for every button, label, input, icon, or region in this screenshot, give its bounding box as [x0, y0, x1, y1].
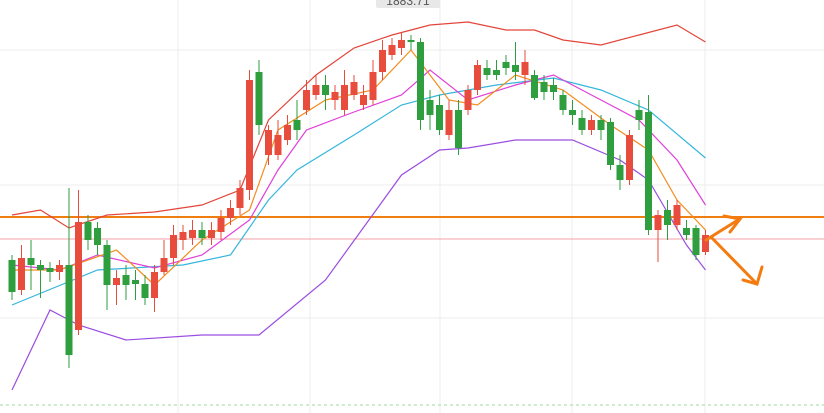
candle-body: [616, 165, 624, 180]
candle-body: [113, 278, 120, 285]
candle-body: [540, 82, 548, 92]
candle-body: [702, 235, 709, 252]
candle-body: [303, 90, 310, 110]
candle-body: [84, 222, 92, 240]
candle-body: [341, 85, 348, 110]
candle-body: [502, 62, 510, 68]
price-label: 1883.71: [386, 0, 430, 8]
candle-body: [654, 215, 662, 230]
candle-body: [559, 95, 567, 110]
candle-body: [151, 272, 158, 298]
candle-body: [227, 208, 234, 218]
candle-body: [8, 260, 16, 292]
candle-body: [18, 258, 25, 290]
candle-body: [189, 230, 196, 238]
candle-body: [217, 218, 225, 232]
candle-body: [683, 228, 690, 235]
candle-body: [284, 125, 291, 140]
candle-body: [46, 268, 54, 272]
candle-body: [312, 85, 320, 95]
candle-body: [132, 280, 139, 284]
candle-body: [379, 50, 386, 72]
candle-body: [388, 45, 396, 55]
candle-body: [645, 112, 652, 230]
arrows: [704, 214, 764, 286]
candle-body: [246, 80, 253, 190]
candle-body: [531, 75, 538, 98]
arrow-down: [710, 236, 759, 286]
candle-body: [360, 95, 367, 105]
candle-body: [464, 90, 472, 110]
candle-body: [208, 230, 215, 238]
candle-body: [122, 275, 130, 285]
candle-body: [407, 40, 415, 42]
candle-body: [455, 110, 462, 148]
candle-body: [597, 120, 605, 130]
candle-body: [436, 105, 443, 130]
candle-body: [170, 235, 177, 258]
candle-body: [664, 210, 671, 225]
candle-body: [94, 228, 101, 245]
candle-body: [673, 205, 681, 225]
candle-body: [398, 40, 405, 48]
candle-body: [626, 135, 633, 180]
candle-body: [569, 110, 576, 115]
candle-body: [160, 258, 168, 272]
candle-body: [483, 68, 491, 75]
candle-body: [274, 135, 282, 155]
arrow-down-head: [741, 265, 764, 286]
candle-body: [75, 222, 82, 330]
candle-body: [179, 232, 187, 240]
candle-body: [588, 120, 595, 130]
candle-body: [417, 42, 424, 120]
candle-body: [369, 72, 377, 100]
candle-body: [56, 265, 63, 272]
arrow-up-head: [722, 214, 743, 234]
candle-body: [521, 62, 529, 75]
candle-body: [293, 120, 301, 130]
candle-body: [512, 65, 519, 72]
price-tag: [376, 0, 440, 8]
candle-body: [635, 110, 643, 120]
candle-body: [350, 82, 358, 95]
plot: [0, 21, 824, 391]
candle-body: [550, 85, 557, 92]
candle-body: [474, 65, 481, 90]
candle-body: [692, 228, 700, 255]
candle-body: [493, 70, 500, 75]
indicator-line: [12, 49, 706, 286]
candle-body: [65, 265, 73, 355]
candle-body: [141, 284, 149, 298]
candle-body: [445, 110, 453, 135]
indicator-line: [11, 77, 706, 306]
indicator-line: [11, 21, 706, 229]
candle-body: [578, 118, 586, 130]
candle-body: [331, 92, 339, 100]
candle-body: [255, 72, 263, 125]
indicator-line: [11, 139, 706, 391]
candle-body: [607, 122, 614, 165]
candle-body: [322, 85, 329, 95]
candle-body: [37, 265, 44, 270]
indicator-line: [11, 69, 707, 271]
candle-body: [198, 230, 206, 238]
candle-body: [103, 245, 111, 285]
candle-body: [426, 100, 434, 115]
candle-body: [265, 130, 272, 155]
candle-body: [27, 258, 35, 265]
candle-body: [236, 188, 244, 208]
